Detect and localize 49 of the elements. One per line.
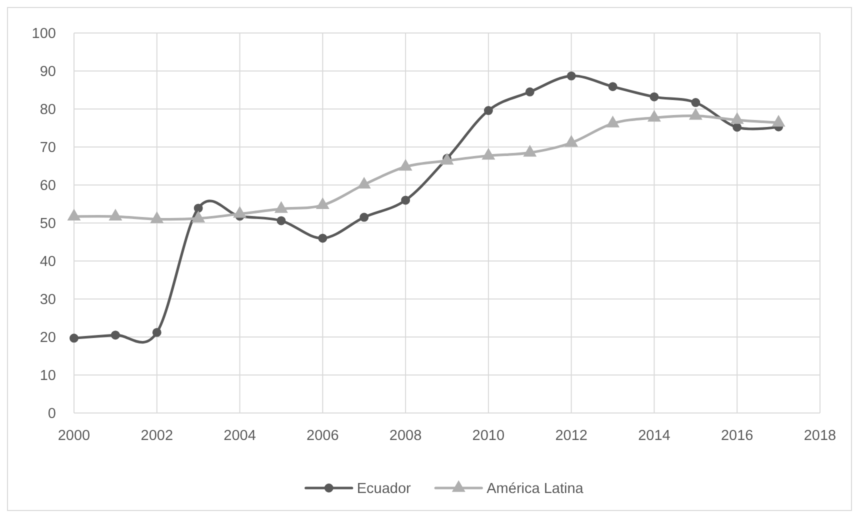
point: [110, 330, 120, 340]
y-tick-label: 20: [40, 330, 56, 346]
point: [360, 212, 369, 222]
point: [482, 148, 495, 160]
x-tick-label: 2006: [306, 428, 339, 444]
y-tick-label: 50: [40, 216, 56, 232]
point: [316, 198, 330, 210]
point: [399, 159, 412, 171]
legend-label: América Latina: [486, 481, 584, 498]
y-tick-label: 60: [40, 178, 56, 194]
x-tick-label: 2008: [389, 428, 422, 444]
x-tick-label: 2010: [472, 428, 505, 444]
point: [358, 177, 370, 189]
point: [524, 145, 536, 157]
legend-label: Ecuador: [356, 481, 412, 498]
point: [648, 110, 661, 122]
point: [276, 216, 286, 226]
x-tick-label: 2016: [720, 428, 754, 444]
x-tick-label: 2014: [638, 428, 670, 444]
point: [233, 206, 246, 218]
point: [318, 234, 328, 243]
y-tick-label: 40: [40, 254, 56, 270]
y-tick-label: 70: [40, 140, 56, 156]
y-tick-label: 90: [40, 64, 56, 80]
point: [68, 209, 80, 220]
x-tick-label: 2004: [224, 428, 256, 444]
point: [732, 122, 742, 132]
point: [564, 136, 578, 147]
point: [70, 334, 78, 343]
y-tick-label: 0: [48, 406, 56, 422]
point: [109, 209, 122, 220]
y-tick-label: 100: [32, 26, 56, 42]
point: [730, 112, 744, 124]
y-tick-label: 10: [40, 368, 56, 384]
y-tick-label: 80: [40, 102, 56, 118]
y-tick-label: 30: [40, 292, 56, 308]
point: [401, 196, 410, 205]
point: [689, 108, 702, 120]
x-tick-label: 2012: [555, 428, 588, 444]
point: [152, 328, 162, 337]
point: [606, 116, 620, 128]
point: [194, 204, 203, 213]
point: [274, 202, 288, 213]
x-tick-label: 2018: [804, 428, 836, 444]
point: [150, 212, 164, 224]
x-tick-label: 2000: [58, 428, 90, 444]
point: [772, 115, 785, 127]
x-tick-label: 2002: [140, 428, 174, 444]
point: [192, 211, 205, 222]
